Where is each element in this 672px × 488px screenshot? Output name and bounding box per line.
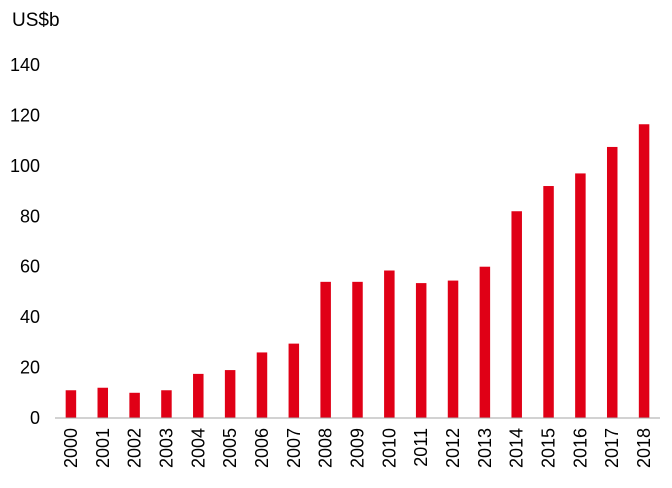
x-tick-label: 2003 (156, 428, 176, 468)
x-tick-label: 2013 (475, 428, 495, 468)
x-tick-label: 2010 (379, 428, 399, 468)
x-tick-label: 2008 (316, 428, 336, 468)
x-tick-label: 2000 (61, 428, 81, 468)
bar-2004 (193, 373, 204, 419)
bar-2003 (161, 390, 172, 418)
x-tick-label: 2011 (411, 428, 431, 467)
bar-2010 (384, 270, 395, 418)
x-tick-label: 2016 (570, 428, 590, 468)
bar-2001 (97, 387, 109, 418)
y-tick-label: 140 (10, 55, 40, 75)
y-tick-label: 100 (10, 156, 40, 176)
bar-2008 (320, 281, 331, 418)
x-tick-label: 2001 (93, 428, 113, 468)
bar-2014 (511, 211, 522, 418)
bar-2017 (606, 146, 618, 418)
x-tick-label: 2014 (507, 428, 527, 468)
y-tick-label: 0 (30, 408, 40, 428)
x-tick-label: 2018 (634, 428, 654, 468)
y-tick-label: 60 (20, 257, 40, 277)
bar-2009 (352, 281, 363, 418)
bar-2000 (65, 390, 77, 418)
y-tick-label: 80 (20, 206, 40, 226)
x-tick-label: 2002 (125, 428, 145, 468)
x-tick-label: 2006 (252, 428, 272, 468)
bar-2007 (288, 343, 300, 418)
bar-2012 (447, 280, 459, 418)
x-tick-label: 2007 (284, 428, 304, 468)
y-tick-label: 120 (10, 105, 40, 125)
x-tick-label: 2017 (602, 428, 622, 468)
bar-2018 (638, 124, 650, 418)
y-axis-unit-label: US$b (12, 10, 60, 31)
bar-2005 (224, 370, 236, 418)
x-tick-label: 2004 (188, 428, 208, 468)
y-tick-label: 20 (20, 358, 40, 378)
bar-2015 (543, 186, 554, 418)
x-tick-label: 2005 (220, 428, 240, 468)
bar-2006 (256, 352, 268, 418)
bar-2002 (129, 392, 140, 418)
bar-2016 (575, 173, 586, 418)
x-tick-label: 2015 (539, 428, 559, 468)
bar-2011 (415, 283, 427, 418)
bar-2013 (479, 266, 491, 418)
y-tick-label: 40 (20, 307, 40, 327)
x-tick-label: 2009 (348, 428, 368, 468)
x-tick-label: 2012 (443, 428, 463, 468)
